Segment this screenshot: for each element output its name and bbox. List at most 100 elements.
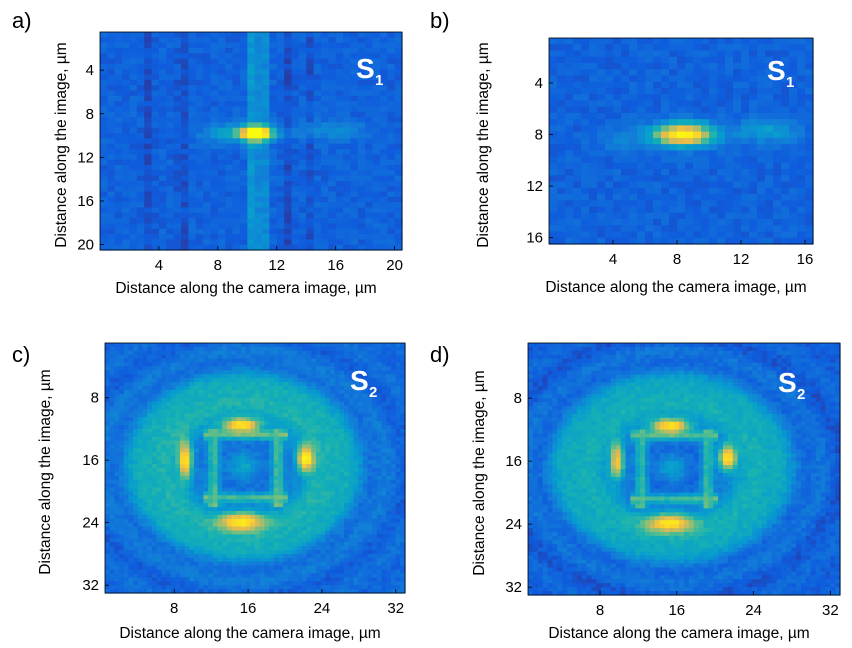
heatmap-cell (129, 133, 138, 139)
heatmap-cell (357, 42, 366, 49)
heatmap-cell (358, 452, 364, 457)
heatmap-cell (320, 95, 329, 102)
heatmap-cell (621, 219, 630, 226)
heatmap-cell (147, 385, 153, 391)
heatmap-cell (565, 175, 574, 183)
heatmap-cell (170, 444, 176, 450)
heatmap-cell (122, 143, 131, 150)
heatmap-cell (335, 223, 344, 230)
heatmap-cell (278, 413, 284, 418)
heatmap-cell (677, 94, 686, 102)
heatmap-cell (158, 63, 167, 70)
heatmap-cell (741, 162, 750, 170)
heatmap-cell (156, 452, 162, 457)
heatmap-cell (247, 95, 256, 102)
heatmap-cell (400, 468, 406, 473)
heatmap-cell (262, 186, 271, 193)
heatmap-cell (226, 464, 233, 469)
heatmap-cell (357, 196, 366, 203)
heatmap-cell (311, 354, 317, 360)
heatmap-cell (128, 405, 134, 411)
heatmap-cell (119, 374, 125, 379)
heatmap-cell (757, 119, 766, 126)
heatmap-cell (203, 117, 212, 123)
heatmap-cell (136, 148, 145, 155)
heatmap-cell (339, 464, 345, 469)
heatmap-cell (789, 187, 798, 195)
heatmap-cell (348, 389, 355, 395)
heatmap-cell (725, 112, 734, 120)
heatmap-cell (212, 460, 219, 465)
heatmap-cell (362, 440, 369, 446)
heatmap-cell (386, 389, 392, 395)
heatmap-cell (259, 350, 265, 356)
heatmap-cell (173, 127, 182, 134)
heatmap-cell (381, 456, 387, 461)
heatmap-cell (335, 191, 344, 198)
heatmap-cell (232, 42, 241, 49)
heatmap-cell (781, 194, 790, 201)
heatmap-cell (278, 401, 284, 407)
heatmap-cell (677, 181, 686, 189)
heatmap-cell (236, 448, 242, 453)
heatmap-cell (757, 75, 766, 83)
heatmap-cell (613, 162, 622, 170)
heatmap-cell (387, 122, 396, 129)
heatmap-cell (741, 131, 750, 139)
heatmap-cell (348, 397, 355, 403)
heatmap-cell (269, 393, 275, 399)
heatmap-cell (372, 164, 381, 171)
heatmap-cell (292, 452, 298, 457)
heatmap-cell (797, 150, 806, 158)
heatmap-cell (123, 382, 130, 387)
heatmap-cell (372, 42, 381, 49)
heatmap-cell (264, 448, 270, 453)
heatmap-cell (151, 228, 160, 235)
heatmap-cell (350, 101, 359, 108)
heatmap-cell (156, 378, 162, 383)
heatmap-cell (350, 106, 359, 113)
heatmap-cell (142, 397, 148, 403)
heatmap-cell (597, 125, 606, 133)
heatmap-cell (269, 180, 278, 187)
heatmap-cell (107, 122, 116, 129)
heatmap-cell (212, 378, 219, 383)
heatmap-cell (225, 111, 234, 118)
heatmap-cell (339, 362, 345, 368)
heatmap-cell (350, 32, 359, 38)
heatmap-cell (749, 131, 758, 139)
heatmap-cell (105, 421, 111, 426)
heatmap-cell (122, 117, 131, 123)
heatmap-cell (158, 85, 167, 92)
heatmap-cell (225, 143, 234, 150)
heatmap-cell (273, 464, 280, 469)
heatmap-cell (173, 207, 182, 214)
heatmap-cell (557, 144, 566, 151)
heatmap-cell (589, 175, 598, 183)
heatmap-cell (395, 409, 401, 414)
heatmap-cell (653, 194, 662, 201)
heatmap-cell (175, 358, 181, 364)
heatmap-cell (114, 432, 120, 438)
heatmap-cell (573, 94, 582, 102)
heatmap-cell (301, 389, 308, 395)
heatmap-cell (156, 460, 162, 465)
heatmap-cell (339, 343, 345, 348)
heatmap-cell (348, 366, 355, 371)
heatmap-cell (320, 393, 326, 399)
heatmap-cell (170, 393, 176, 399)
heatmap-cell (151, 354, 158, 360)
heatmap-cell (613, 137, 622, 145)
heatmap-cell (147, 343, 153, 348)
heatmap-cell (376, 393, 383, 399)
heatmap-cell (773, 44, 782, 52)
heatmap-cell (208, 432, 214, 438)
heatmap-cell (773, 169, 782, 176)
heatmap-cell (306, 79, 315, 86)
heatmap-cell (301, 440, 308, 446)
heatmap-cell (298, 223, 307, 230)
heatmap-cell (255, 358, 261, 364)
heatmap-cell (717, 44, 726, 52)
heatmap-cell (701, 137, 710, 145)
heatmap-cell (151, 464, 158, 469)
